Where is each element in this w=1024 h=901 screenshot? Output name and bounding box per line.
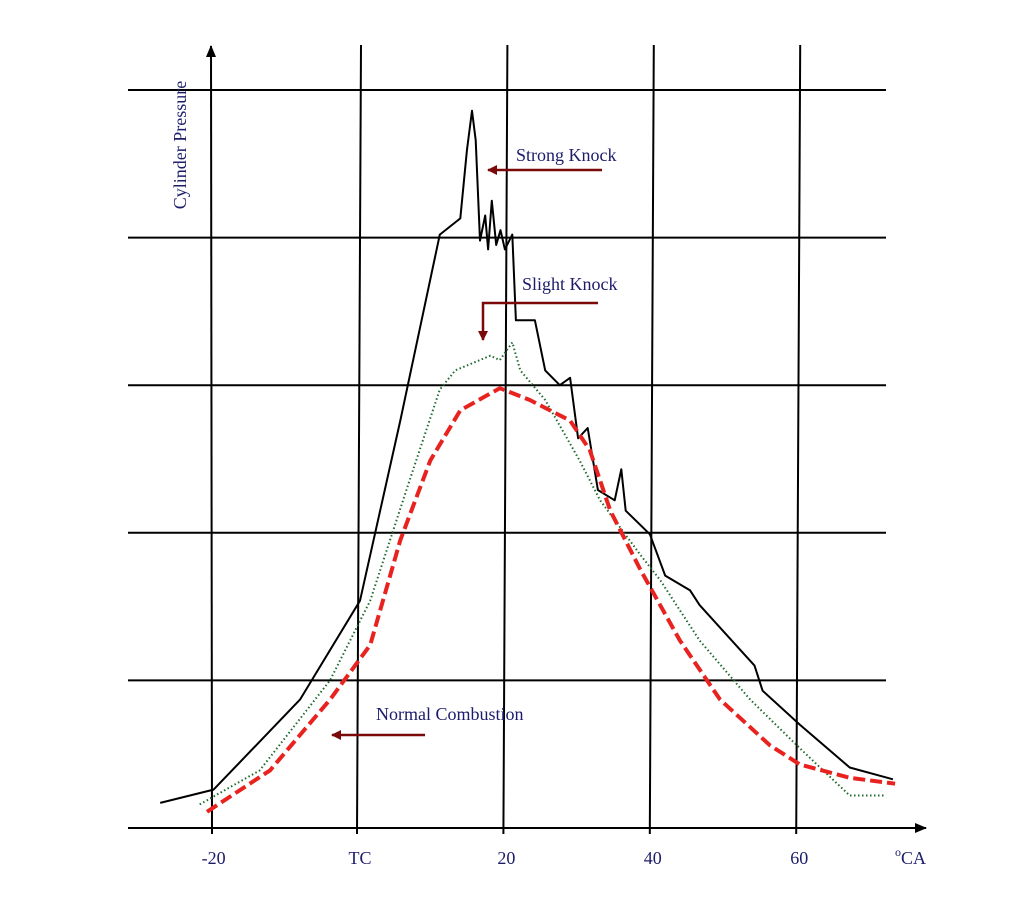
- x-axis-label-text: CA: [901, 848, 926, 868]
- x-tick-label: 20: [497, 848, 515, 868]
- grid: [128, 44, 886, 835]
- y-axis: [206, 45, 217, 835]
- annotation-normal-combustion: Normal Combustion: [376, 704, 524, 724]
- annotation-slight-knock: Slight Knock: [522, 274, 618, 294]
- x-axis-label-degree: o: [895, 845, 901, 859]
- annotation-strong-knock: Strong Knock: [516, 145, 617, 165]
- x-gridline: [356, 44, 362, 835]
- series-line-strong-knock: [159, 109, 894, 804]
- x-tick-label: TC: [348, 848, 371, 868]
- x-tick-labels: -20 TC 20 40 60: [202, 848, 809, 868]
- x-gridline: [502, 44, 509, 835]
- series-line-normal-combustion: [205, 386, 896, 814]
- slight-knock-arrow: [478, 301, 598, 341]
- x-gridline: [648, 44, 655, 835]
- axes: [128, 45, 927, 835]
- x-tick-label: 60: [790, 848, 808, 868]
- x-tick-label: 40: [644, 848, 662, 868]
- x-tick-label: -20: [202, 848, 226, 868]
- annotations: [331, 165, 602, 740]
- y-axis-label: Cylinder Pressure: [170, 81, 190, 209]
- x-gridline: [795, 44, 802, 835]
- x-axis-label: oCA: [895, 845, 926, 868]
- series-group: [159, 109, 896, 814]
